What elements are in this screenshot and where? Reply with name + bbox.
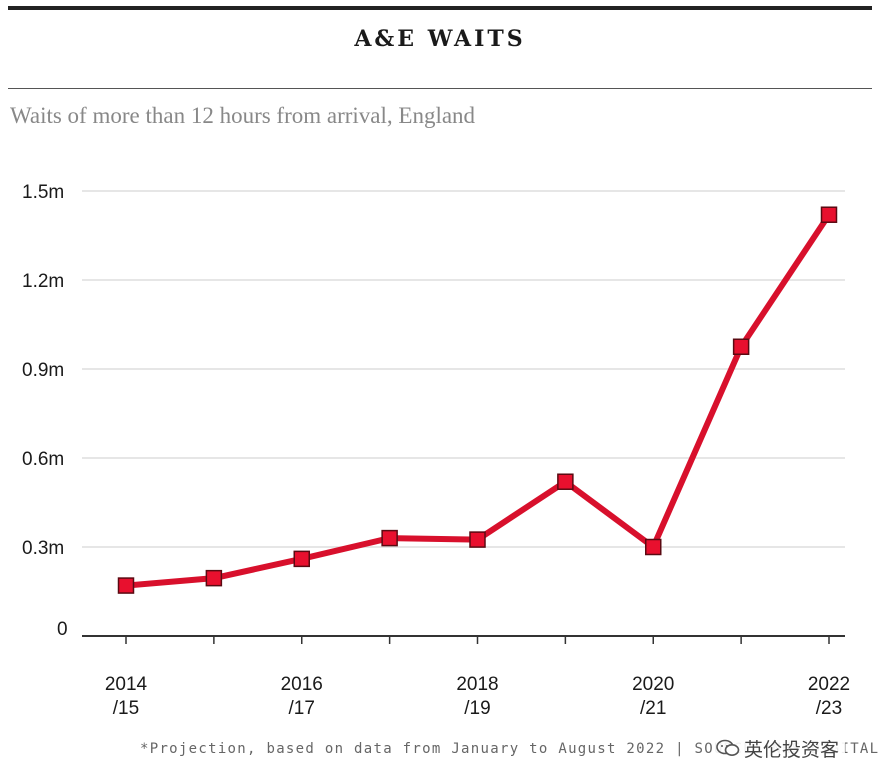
y-tick-label: 0.6m: [22, 449, 64, 470]
x-tick-label: 2022: [808, 674, 850, 695]
x-tick-label: 2016: [281, 674, 323, 695]
x-tick-label: /21: [640, 698, 666, 719]
watermark-text: 英伦投资客: [744, 738, 840, 761]
y-tick-label: 0.3m: [22, 538, 64, 559]
line-chart: 0 0.3m 0.6m 0.9m 1.2m 1.5m 2014/15 2016/17 2018…: [22, 182, 850, 719]
series-waits: [117, 206, 838, 594]
data-point: [205, 569, 223, 587]
x-tick-label: /17: [289, 698, 315, 719]
chart-subtitle: Waits of more than 12 hours from arrival…: [10, 103, 476, 128]
y-tick-label: 1.5m: [22, 182, 64, 203]
x-tick-label: /23: [816, 698, 842, 719]
data-point: [732, 338, 750, 355]
y-tick-label: 0.9m: [22, 360, 64, 381]
data-point: [557, 473, 574, 490]
grid-lines: [82, 190, 845, 548]
chart-title: A&E WAITS: [354, 26, 526, 52]
title-rule: [8, 88, 872, 89]
y-tick-label: 1.2m: [22, 271, 64, 292]
y-axis-ticks: 0 0.3m 0.6m 0.9m 1.2m 1.5m: [22, 182, 68, 640]
top-rule: [8, 6, 872, 10]
watermark: 英伦投资客: [712, 733, 846, 763]
x-tick-label: 2020: [632, 674, 674, 695]
y-tick-label: 0: [57, 619, 68, 640]
x-tick-label: /15: [113, 698, 139, 719]
data-point: [645, 538, 662, 556]
data-point: [117, 577, 135, 594]
data-point: [293, 550, 310, 568]
data-point: [820, 206, 838, 223]
wechat-icon: [716, 739, 740, 756]
x-axis: 2014/15 2016/17 2018/19 2020/21 2022/23: [82, 635, 850, 719]
x-tick-label: 2014: [105, 674, 148, 695]
footnote: *Projection, based on data from January …: [140, 741, 880, 757]
x-tick-label: /19: [464, 698, 490, 719]
series-line: [123, 211, 832, 589]
x-tick-label: 2018: [456, 674, 498, 695]
data-point: [381, 529, 398, 547]
data-point: [469, 531, 486, 548]
